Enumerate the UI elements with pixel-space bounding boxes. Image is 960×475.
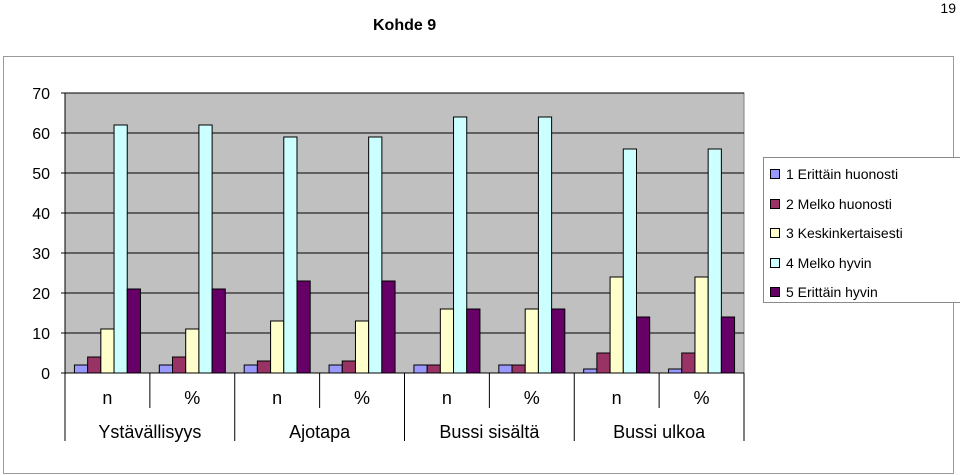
x-category-label: %: [184, 388, 200, 408]
bar: [283, 136, 298, 374]
legend-swatch: [770, 287, 780, 297]
x-category-label: %: [694, 388, 710, 408]
bar: [211, 288, 226, 374]
bar: [668, 368, 683, 374]
bar: [328, 364, 343, 374]
bar: [126, 288, 141, 374]
bar: [243, 364, 258, 374]
bar: [413, 364, 428, 374]
page-title: Kohde 9: [373, 17, 437, 34]
bar: [551, 308, 566, 374]
bar: [341, 360, 356, 374]
x-group-label: Ystävällisyys: [98, 422, 201, 442]
bar: [681, 352, 696, 374]
bar: [609, 276, 624, 374]
chart-legend: 1 Erittäin huonosti 2 Melko huonosti 3 Kes…: [763, 157, 960, 303]
bar: [368, 136, 383, 374]
bar: [707, 148, 722, 374]
legend-label: 3 Keskinkertaisesti: [786, 225, 903, 241]
legend-label: 4 Melko hyvin: [786, 254, 872, 271]
legend-swatch: [770, 169, 780, 179]
page-number: 19: [940, 0, 956, 16]
legend-item: 4 Melko hyvin: [770, 253, 872, 273]
x-category-label: %: [354, 388, 370, 408]
legend-item: 3 Keskinkertaisesti: [770, 223, 903, 243]
x-category-label: %: [524, 388, 540, 408]
y-tick-label: 60: [32, 126, 50, 143]
bar: [296, 280, 311, 374]
bar: [720, 316, 736, 374]
x-group-label: Bussi ulkoa: [613, 422, 706, 442]
bar: [87, 356, 102, 374]
y-tick-label: 50: [32, 166, 50, 183]
legend-label: 5 Erittäin hyvin: [786, 284, 878, 300]
legend-label: 1 Erittäin huonosti: [786, 166, 899, 182]
legend-swatch: [770, 198, 780, 209]
bar: [596, 352, 611, 374]
y-tick-label: 10: [32, 326, 50, 343]
legend-item: 2 Melko huonosti: [770, 194, 892, 214]
y-tick-label: 30: [32, 246, 50, 263]
legend-label: 2 Melko huonosti: [786, 195, 892, 212]
legend-item: 1 Erittäin huonosti: [770, 164, 898, 184]
x-group-label: Ajotapa: [289, 422, 351, 442]
bar: [466, 308, 481, 374]
bar: [537, 116, 553, 374]
bar: [113, 124, 128, 374]
x-category-label: n: [272, 388, 282, 408]
bar: [635, 316, 651, 374]
bar: [270, 320, 285, 374]
bar: [498, 364, 513, 374]
bar: [453, 116, 468, 374]
bar: [198, 124, 213, 374]
y-tick-label: 0: [41, 366, 50, 383]
bar: [426, 364, 441, 374]
bar: [185, 328, 200, 374]
bar: [256, 360, 272, 374]
y-tick-label: 40: [32, 206, 50, 223]
bar: [172, 356, 187, 374]
x-category-label: n: [612, 388, 622, 408]
bar: [694, 276, 709, 374]
x-category-label: n: [102, 388, 112, 408]
y-tick-label: 20: [32, 286, 50, 303]
bar: [524, 308, 539, 374]
bar: [439, 308, 455, 374]
bar: [100, 328, 115, 374]
bar: [73, 364, 89, 374]
legend-swatch: [770, 228, 780, 238]
y-tick-label: 70: [32, 86, 50, 103]
bar: [511, 364, 526, 374]
bar: [583, 368, 598, 374]
bar: [622, 148, 637, 374]
bar: [158, 364, 174, 374]
legend-swatch: [770, 257, 780, 268]
x-category-label: n: [442, 388, 452, 408]
bar: [354, 320, 370, 374]
legend-item: 5 Erittäin hyvin: [770, 282, 878, 302]
x-group-label: Bussi sisältä: [439, 422, 540, 442]
bar: [381, 280, 396, 374]
